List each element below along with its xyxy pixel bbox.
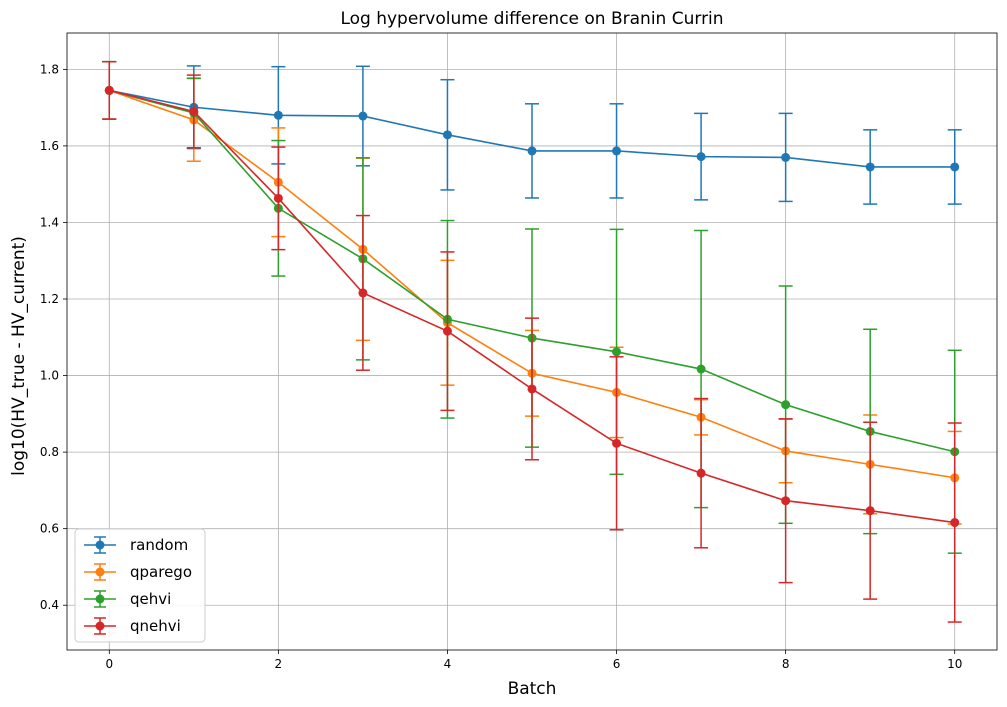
data-point (612, 347, 622, 357)
data-point (865, 162, 875, 172)
data-point (104, 85, 114, 95)
legend-label: qnehvi (130, 617, 181, 635)
data-point (950, 518, 960, 528)
data-point (527, 146, 537, 156)
data-point (950, 162, 960, 172)
series-qnehvi (102, 60, 962, 623)
data-point (865, 506, 875, 516)
series-layer (102, 60, 962, 623)
data-point (442, 130, 452, 140)
legend-label: qehvi (130, 590, 171, 608)
x-tick-label: 4 (444, 657, 452, 671)
data-point (273, 110, 283, 120)
y-tick-label: 1.0 (40, 369, 59, 383)
data-point (781, 496, 791, 506)
data-point (696, 364, 706, 374)
data-point (696, 152, 706, 162)
data-point (612, 438, 622, 448)
data-point (358, 288, 368, 298)
legend-item-random: random (84, 536, 188, 554)
legend: random qparego qehvi qnehvi (74, 528, 206, 643)
y-tick-label: 0.8 (40, 445, 59, 459)
legend-marker (95, 540, 105, 550)
legend-marker (95, 621, 105, 631)
legend-marker (95, 594, 105, 604)
legend-label: random (130, 536, 188, 554)
y-tick-label: 0.4 (40, 598, 59, 612)
y-tick-label: 1.6 (40, 139, 59, 153)
data-point (442, 326, 452, 336)
legend-item-qnehvi: qnehvi (84, 617, 181, 635)
legend-label: qparego (130, 563, 192, 581)
x-axis-title: Batch (508, 679, 557, 699)
legend-item-qparego: qparego (84, 563, 192, 581)
data-point (189, 106, 199, 116)
y-tick-label: 1.2 (40, 292, 59, 306)
ticks: 0 2 4 6 8 10 0.4 0.6 0.8 1.0 1.2 1.4 1.6 1.8 (40, 62, 962, 671)
legend-box (74, 528, 206, 643)
data-point (781, 152, 791, 162)
x-tick-label: 10 (947, 657, 962, 671)
y-axis-title: log10(HV_true - HV_current) (9, 236, 29, 476)
y-tick-label: 0.6 (40, 522, 59, 536)
data-point (273, 193, 283, 203)
x-tick-label: 0 (105, 657, 113, 671)
legend-marker (95, 567, 105, 577)
data-point (358, 111, 368, 121)
data-point (781, 400, 791, 410)
plot-frame (66, 32, 998, 651)
y-tick-label: 1.4 (40, 215, 59, 229)
data-point (527, 384, 537, 394)
x-tick-label: 6 (613, 657, 621, 671)
legend-item-qehvi: qehvi (84, 590, 171, 608)
y-tick-label: 1.8 (40, 62, 59, 76)
data-point (612, 146, 622, 156)
x-tick-label: 2 (275, 657, 283, 671)
chart-title: Log hypervolume difference on Branin Cur… (340, 9, 723, 29)
data-point (696, 468, 706, 478)
x-tick-label: 8 (782, 657, 790, 671)
